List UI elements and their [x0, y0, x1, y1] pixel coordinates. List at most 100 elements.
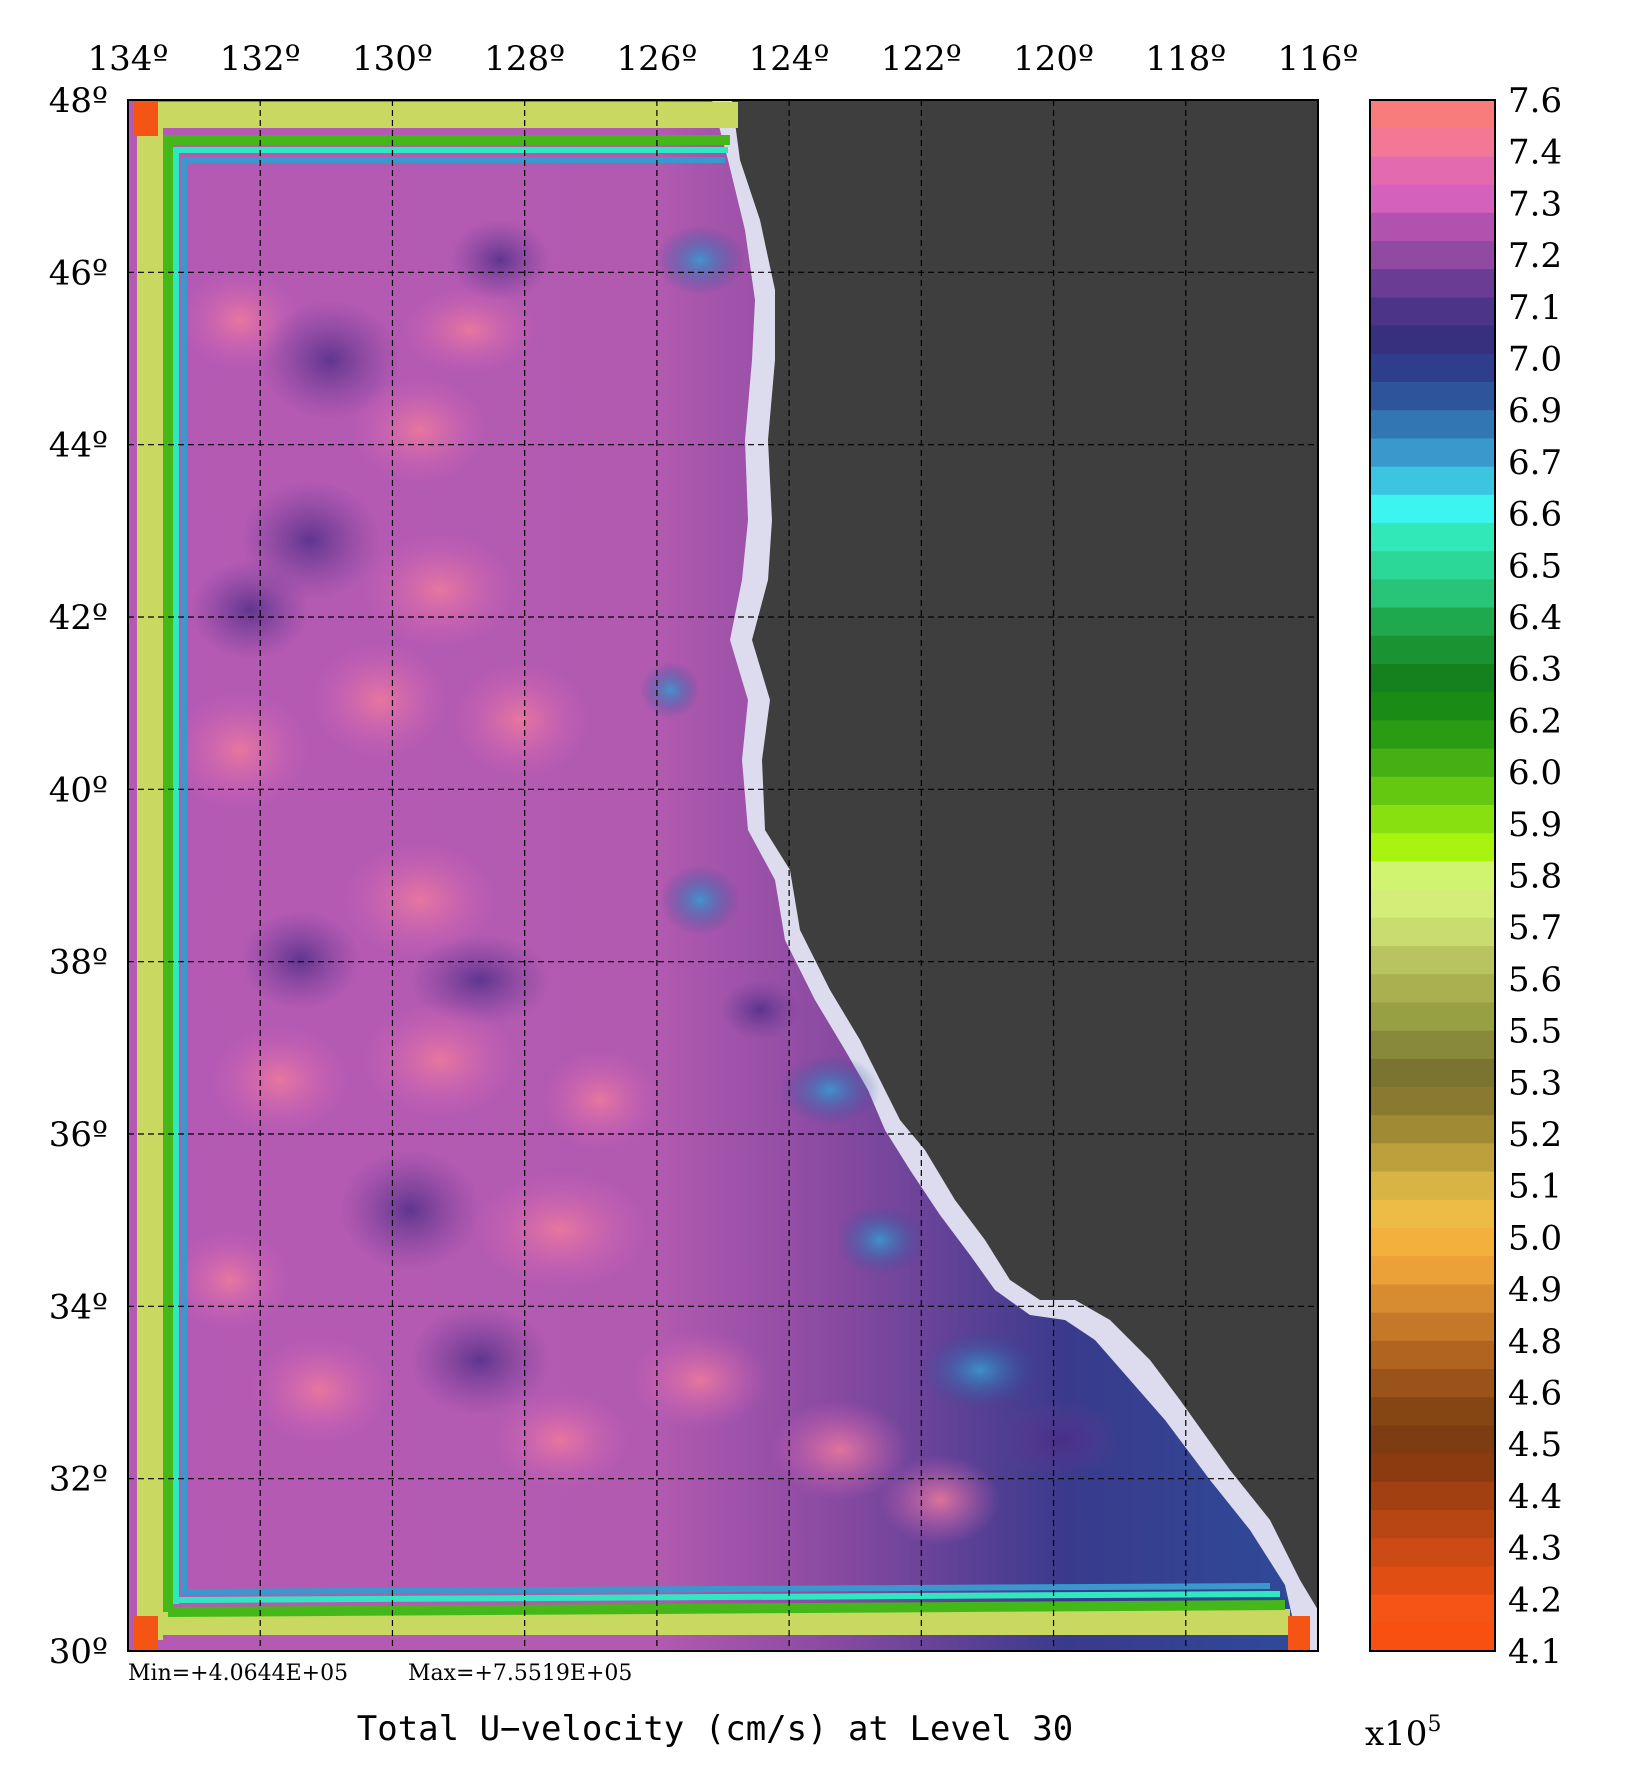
colorbar-swatch: [1370, 1594, 1495, 1624]
colorbar-swatch: [1370, 551, 1495, 580]
colorbar-tick-label: 6.4: [1508, 598, 1562, 638]
colorbar-tick-label: 5.5: [1508, 1012, 1562, 1052]
lat-tick-label: 46º: [49, 253, 108, 293]
colorbar-swatch: [1370, 494, 1495, 524]
colorbar-swatch: [1370, 861, 1495, 891]
colorbar-swatch: [1370, 776, 1495, 806]
lon-tick-label: 128º: [484, 39, 565, 79]
colorbar-tick-label: 7.4: [1508, 133, 1562, 173]
colorbar-swatch: [1370, 1087, 1495, 1116]
colorbar-tick-label: 4.5: [1508, 1425, 1562, 1465]
colorbar-swatch: [1370, 692, 1495, 721]
colorbar-swatch: [1370, 1510, 1495, 1539]
lat-tick-label: 32º: [49, 1460, 108, 1500]
lat-tick-label: 38º: [49, 943, 108, 983]
colorbar-tick-label: 5.9: [1508, 805, 1562, 845]
colorbar-swatch: [1370, 805, 1495, 834]
colorbar-swatch: [1370, 156, 1495, 186]
colorbar-tick-label: 5.0: [1508, 1218, 1562, 1258]
colorbar-swatch: [1370, 1453, 1495, 1483]
colorbar-tick-label: 6.0: [1508, 753, 1562, 793]
colorbar-swatch: [1370, 1538, 1495, 1567]
colorbar-swatch: [1370, 1622, 1495, 1652]
lat-tick-label: 48º: [49, 81, 108, 121]
lat-tick-label: 42º: [49, 598, 108, 638]
colorbar-tick-label: 5.2: [1508, 1115, 1562, 1155]
colorbar-swatch: [1370, 523, 1495, 552]
colorbar-swatch: [1370, 269, 1495, 298]
colorbar-swatch: [1370, 410, 1495, 439]
colorbar-swatch: [1370, 100, 1495, 129]
colorbar-swatch: [1370, 917, 1495, 947]
colorbar-swatch: [1370, 382, 1495, 411]
colorbar-swatch: [1370, 833, 1495, 862]
colorbar-frame: [1369, 99, 1496, 1652]
colorbar-swatch: [1370, 128, 1495, 157]
colorbar-tick-label: 6.7: [1508, 443, 1562, 483]
lon-tick-label: 120º: [1013, 39, 1094, 79]
colorbar-swatch: [1370, 1566, 1495, 1596]
colorbar-swatch: [1370, 635, 1495, 665]
colorbar-swatch: [1370, 1228, 1495, 1257]
colorbar-swatch: [1370, 748, 1495, 778]
latitude-labels: 48º 46º 44º 42º 40º 38º 36º 34º 32º 30º: [49, 81, 108, 1672]
colorbar-swatch: [1370, 1340, 1495, 1370]
colorbar-tick-label: 7.2: [1508, 236, 1562, 276]
colorbar-swatch: [1370, 720, 1495, 750]
colorbar-swatch: [1370, 438, 1495, 468]
colorbar-swatch: [1370, 353, 1495, 383]
lon-tick-label: 124º: [749, 39, 830, 79]
colorbar-swatch: [1370, 1481, 1495, 1511]
colorbar-tick-label: 5.3: [1508, 1063, 1562, 1103]
colorbar-tick-label: 5.1: [1508, 1167, 1562, 1207]
colorbar-swatch: [1370, 889, 1495, 919]
lat-tick-label: 44º: [49, 426, 108, 466]
colorbar-swatch: [1370, 607, 1495, 637]
colorbar-tick-label: 6.6: [1508, 495, 1562, 535]
colorbar-tick-label: 4.3: [1508, 1529, 1562, 1569]
colorbar-swatch: [1370, 241, 1495, 270]
colorbar-tick-label: 7.6: [1508, 81, 1562, 121]
colorbar-swatch: [1370, 1256, 1495, 1285]
colorbar-labels: 7.6 7.4 7.3 7.2 7.1 7.0 6.9 6.7 6.6 6.5 6.4 6.3 6.2 6…: [1508, 81, 1562, 1672]
colorbar-tick-label: 5.6: [1508, 960, 1562, 1000]
colorbar-swatch: [1370, 1425, 1495, 1455]
colorbar-scale-exponent: 5: [1427, 1712, 1441, 1737]
colorbar-swatch: [1370, 1199, 1495, 1229]
longitude-labels: 134º 132º 130º 128º 126º 124º 122º 120º 118º 116º: [88, 39, 1359, 79]
lon-tick-label: 132º: [220, 39, 301, 79]
colorbar-tick-label: 6.5: [1508, 546, 1562, 586]
colorbar-tick-label: 5.7: [1508, 908, 1562, 948]
colorbar-swatch: [1370, 212, 1495, 242]
min-value-label: Min=+4.0644E+05: [128, 1661, 348, 1686]
lon-tick-label: 116º: [1278, 39, 1359, 79]
colorbar-tick-label: 5.8: [1508, 857, 1562, 897]
colorbar-swatch: [1370, 1284, 1495, 1314]
colorbar-swatch: [1370, 1143, 1495, 1173]
lat-tick-label: 30º: [49, 1632, 108, 1672]
lon-tick-label: 134º: [88, 39, 169, 79]
colorbar-swatch: [1370, 1369, 1495, 1398]
lon-tick-label: 130º: [352, 39, 433, 79]
colorbar: [1370, 100, 1495, 1652]
colorbar-swatch: [1370, 466, 1495, 496]
colorbar-swatch: [1370, 974, 1495, 1003]
boundary-frame: [134, 102, 1310, 1650]
colorbar-tick-label: 7.1: [1508, 288, 1562, 328]
colorbar-tick-label: 6.3: [1508, 650, 1562, 690]
colorbar-swatch: [1370, 579, 1495, 609]
colorbar-swatch: [1370, 664, 1495, 693]
lat-tick-label: 34º: [49, 1287, 108, 1327]
lon-tick-label: 126º: [616, 39, 697, 79]
colorbar-tick-label: 4.8: [1508, 1322, 1562, 1362]
colorbar-swatch: [1370, 184, 1495, 214]
graticule-grid: [128, 100, 1318, 1651]
colorbar-swatch: [1370, 1171, 1495, 1201]
ocean-field: [128, 100, 1318, 1651]
colorbar-scale-base: x10: [1365, 1714, 1427, 1754]
colorbar-swatch: [1370, 1312, 1495, 1342]
colorbar-tick-label: 7.0: [1508, 340, 1562, 380]
colorbar-swatch: [1370, 1058, 1495, 1088]
colorbar-tick-label: 4.4: [1508, 1477, 1562, 1517]
